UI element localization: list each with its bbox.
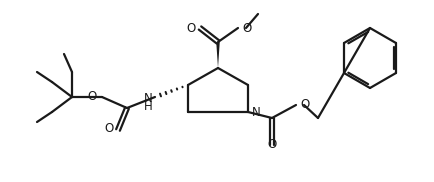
Text: N: N [144,92,153,106]
Text: O: O [300,98,309,112]
Text: N: N [252,106,261,118]
Polygon shape [216,42,220,68]
Text: O: O [187,21,196,35]
Text: O: O [242,21,251,35]
Text: H: H [144,100,153,114]
Text: O: O [267,139,276,151]
Text: O: O [88,90,97,104]
Text: O: O [105,122,114,134]
